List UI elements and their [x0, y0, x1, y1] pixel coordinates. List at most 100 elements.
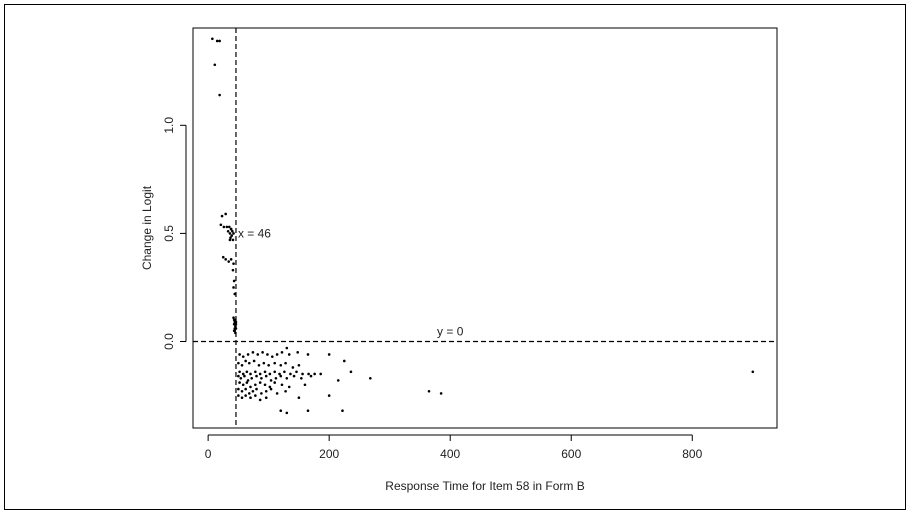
- x-tick-label: 400: [440, 447, 460, 461]
- data-point: [319, 372, 322, 376]
- data-point: [241, 355, 245, 358]
- data-point: [228, 232, 232, 235]
- x-tick-label: 600: [561, 447, 581, 461]
- data-point: [232, 286, 235, 289]
- data-point: [341, 409, 344, 413]
- data-point: [266, 353, 269, 356]
- data-point: [244, 359, 247, 363]
- data-point: [279, 374, 283, 378]
- data-point: [285, 346, 289, 350]
- data-point: [261, 351, 264, 354]
- data-point: [247, 361, 251, 365]
- data-point: [230, 234, 234, 237]
- data-point: [237, 361, 240, 365]
- data-point: [232, 322, 236, 326]
- data-point: [231, 238, 235, 242]
- data-point: [285, 376, 289, 380]
- data-point: [297, 396, 301, 400]
- data-point: [221, 255, 225, 259]
- y-tick-label: 1.0: [162, 117, 176, 134]
- data-point: [269, 379, 273, 382]
- data-point: [232, 279, 236, 283]
- x-tick-label: 800: [682, 447, 702, 461]
- data-point: [297, 363, 301, 367]
- data-point: [287, 385, 291, 389]
- data-point: [240, 363, 244, 367]
- data-point: [222, 225, 226, 229]
- data-point: [427, 389, 431, 393]
- data-point: [267, 363, 270, 367]
- figure-frame: [4, 4, 906, 510]
- data-point: [256, 353, 260, 356]
- data-point: [300, 376, 303, 380]
- y-tick-label: 0.0: [162, 333, 176, 350]
- data-point: [234, 320, 238, 324]
- data-point: [211, 37, 214, 41]
- data-point: [218, 39, 221, 43]
- data-point: [238, 381, 241, 384]
- data-point: [232, 232, 235, 235]
- data-point: [249, 396, 252, 400]
- data-point: [238, 370, 241, 374]
- x-reference-label: x = 46: [238, 226, 271, 240]
- data-point: [313, 372, 316, 376]
- data-point: [234, 318, 237, 322]
- data-point: [234, 322, 238, 326]
- data-point: [245, 381, 249, 384]
- data-point: [229, 236, 232, 240]
- data-point: [244, 387, 247, 391]
- data-point: [336, 379, 340, 382]
- data-point: [225, 225, 229, 229]
- data-point: [249, 372, 252, 376]
- data-point: [285, 411, 289, 415]
- data-point: [287, 353, 291, 356]
- axes: 0 200 400 600 800 0.0 0.5 1.0: [162, 117, 703, 461]
- data-point: [295, 370, 298, 374]
- data-point: [258, 398, 262, 402]
- data-point: [227, 260, 231, 263]
- data-point: [249, 385, 252, 389]
- data-point: [254, 370, 257, 374]
- data-point: [229, 258, 233, 261]
- data-point: [262, 361, 266, 365]
- data-point: [303, 383, 307, 387]
- data-point: [268, 385, 272, 389]
- data-point: [279, 409, 283, 413]
- data-point: [220, 214, 224, 218]
- data-point: [218, 93, 221, 97]
- data-point: [240, 396, 244, 400]
- data-point: [296, 351, 299, 354]
- data-point: [268, 372, 272, 376]
- data-point: [273, 361, 276, 365]
- y-tick-label: 0.5: [162, 225, 176, 242]
- data-point: [284, 361, 287, 365]
- data-point: [260, 376, 263, 380]
- data-point: [275, 392, 279, 395]
- plot-area: [192, 27, 778, 429]
- data-point: [241, 383, 245, 387]
- data-point: [237, 394, 240, 397]
- data-point: [257, 363, 261, 367]
- data-point: [284, 389, 287, 393]
- data-point: [226, 229, 230, 233]
- data-point: [254, 394, 257, 397]
- data-point: [241, 372, 245, 376]
- data-point: [306, 353, 310, 356]
- data-point: [234, 325, 237, 328]
- annotations: x = 46 y = 0: [238, 226, 464, 338]
- data-point: [251, 351, 255, 354]
- data-point: [245, 370, 249, 374]
- data-point: [240, 389, 244, 393]
- data-point: [239, 376, 243, 380]
- data-point: [280, 383, 284, 387]
- data-point: [349, 370, 353, 374]
- data-point: [213, 63, 217, 67]
- data-point: [369, 376, 372, 380]
- data-point: [263, 383, 267, 387]
- data-point: [269, 387, 273, 391]
- data-point: [264, 374, 268, 378]
- data-point: [237, 374, 240, 378]
- data-point: [233, 292, 237, 296]
- data-point: [260, 392, 263, 395]
- data-point: [234, 327, 238, 330]
